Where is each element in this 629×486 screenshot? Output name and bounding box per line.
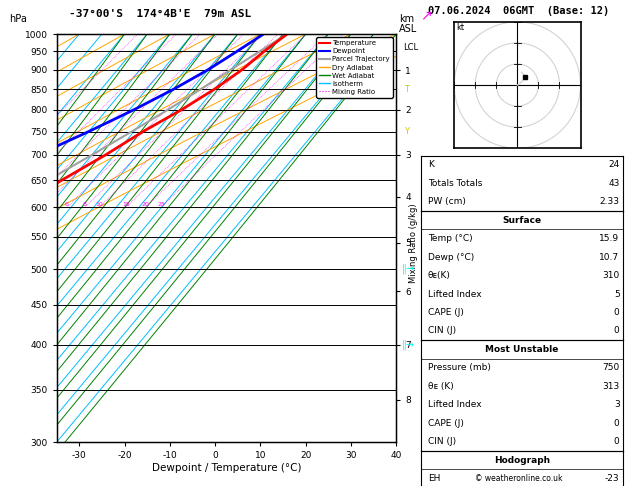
Text: 5: 5 — [614, 290, 620, 298]
Text: Pressure (mb): Pressure (mb) — [428, 364, 491, 372]
Text: θᴇ (K): θᴇ (K) — [428, 382, 454, 391]
Text: CAPE (J): CAPE (J) — [428, 419, 464, 428]
Text: Mixing Ratio (g/kg): Mixing Ratio (g/kg) — [409, 203, 418, 283]
Text: hPa: hPa — [9, 14, 27, 24]
Text: CAPE (J): CAPE (J) — [428, 308, 464, 317]
Text: 15.9: 15.9 — [599, 234, 620, 243]
Text: K: K — [428, 160, 433, 169]
Text: kt: kt — [456, 23, 464, 32]
Text: Lifted Index: Lifted Index — [428, 290, 481, 298]
Text: LCL: LCL — [403, 43, 418, 52]
Text: Totals Totals: Totals Totals — [428, 179, 482, 188]
Text: 3: 3 — [614, 400, 620, 409]
Legend: Temperature, Dewpoint, Parcel Trajectory, Dry Adiabat, Wet Adiabat, Isotherm, Mi: Temperature, Dewpoint, Parcel Trajectory… — [316, 37, 392, 98]
Text: 43: 43 — [608, 179, 620, 188]
Text: ↗: ↗ — [420, 8, 431, 22]
Text: Most Unstable: Most Unstable — [486, 345, 559, 354]
Text: 750: 750 — [603, 364, 620, 372]
Text: ASL: ASL — [399, 24, 418, 34]
Text: Surface: Surface — [503, 216, 542, 225]
Text: CIN (J): CIN (J) — [428, 437, 456, 446]
Text: 20: 20 — [142, 202, 150, 207]
Text: ‖→: ‖→ — [401, 339, 415, 350]
Text: 6: 6 — [65, 202, 69, 207]
Text: 07.06.2024  06GMT  (Base: 12): 07.06.2024 06GMT (Base: 12) — [428, 6, 610, 16]
Text: 0: 0 — [614, 308, 620, 317]
Text: Temp (°C): Temp (°C) — [428, 234, 472, 243]
Text: © weatheronline.co.uk: © weatheronline.co.uk — [475, 474, 563, 483]
Text: Lifted Index: Lifted Index — [428, 400, 481, 409]
Text: 25: 25 — [157, 202, 165, 207]
Text: 10: 10 — [96, 202, 103, 207]
Text: Hodograph: Hodograph — [494, 456, 550, 465]
Text: PW (cm): PW (cm) — [428, 197, 465, 206]
Text: T: T — [404, 85, 409, 94]
Text: km: km — [399, 14, 415, 24]
X-axis label: Dewpoint / Temperature (°C): Dewpoint / Temperature (°C) — [152, 463, 301, 473]
Text: -23: -23 — [605, 474, 620, 483]
Text: -37°00'S  174°4B'E  79m ASL: -37°00'S 174°4B'E 79m ASL — [69, 9, 252, 19]
Text: Dewp (°C): Dewp (°C) — [428, 253, 474, 261]
Text: EH: EH — [428, 474, 440, 483]
Text: 15: 15 — [122, 202, 130, 207]
Text: 0: 0 — [614, 419, 620, 428]
Text: 8: 8 — [83, 202, 87, 207]
Text: Y: Y — [404, 127, 409, 136]
Text: 310: 310 — [603, 271, 620, 280]
Text: CIN (J): CIN (J) — [428, 327, 456, 335]
Text: 313: 313 — [603, 382, 620, 391]
Text: 0: 0 — [614, 437, 620, 446]
Text: 0: 0 — [614, 327, 620, 335]
Text: θᴇ(K): θᴇ(K) — [428, 271, 450, 280]
Text: 10.7: 10.7 — [599, 253, 620, 261]
Text: 24: 24 — [608, 160, 620, 169]
Text: 2.33: 2.33 — [599, 197, 620, 206]
Text: ‖→: ‖→ — [401, 264, 415, 274]
